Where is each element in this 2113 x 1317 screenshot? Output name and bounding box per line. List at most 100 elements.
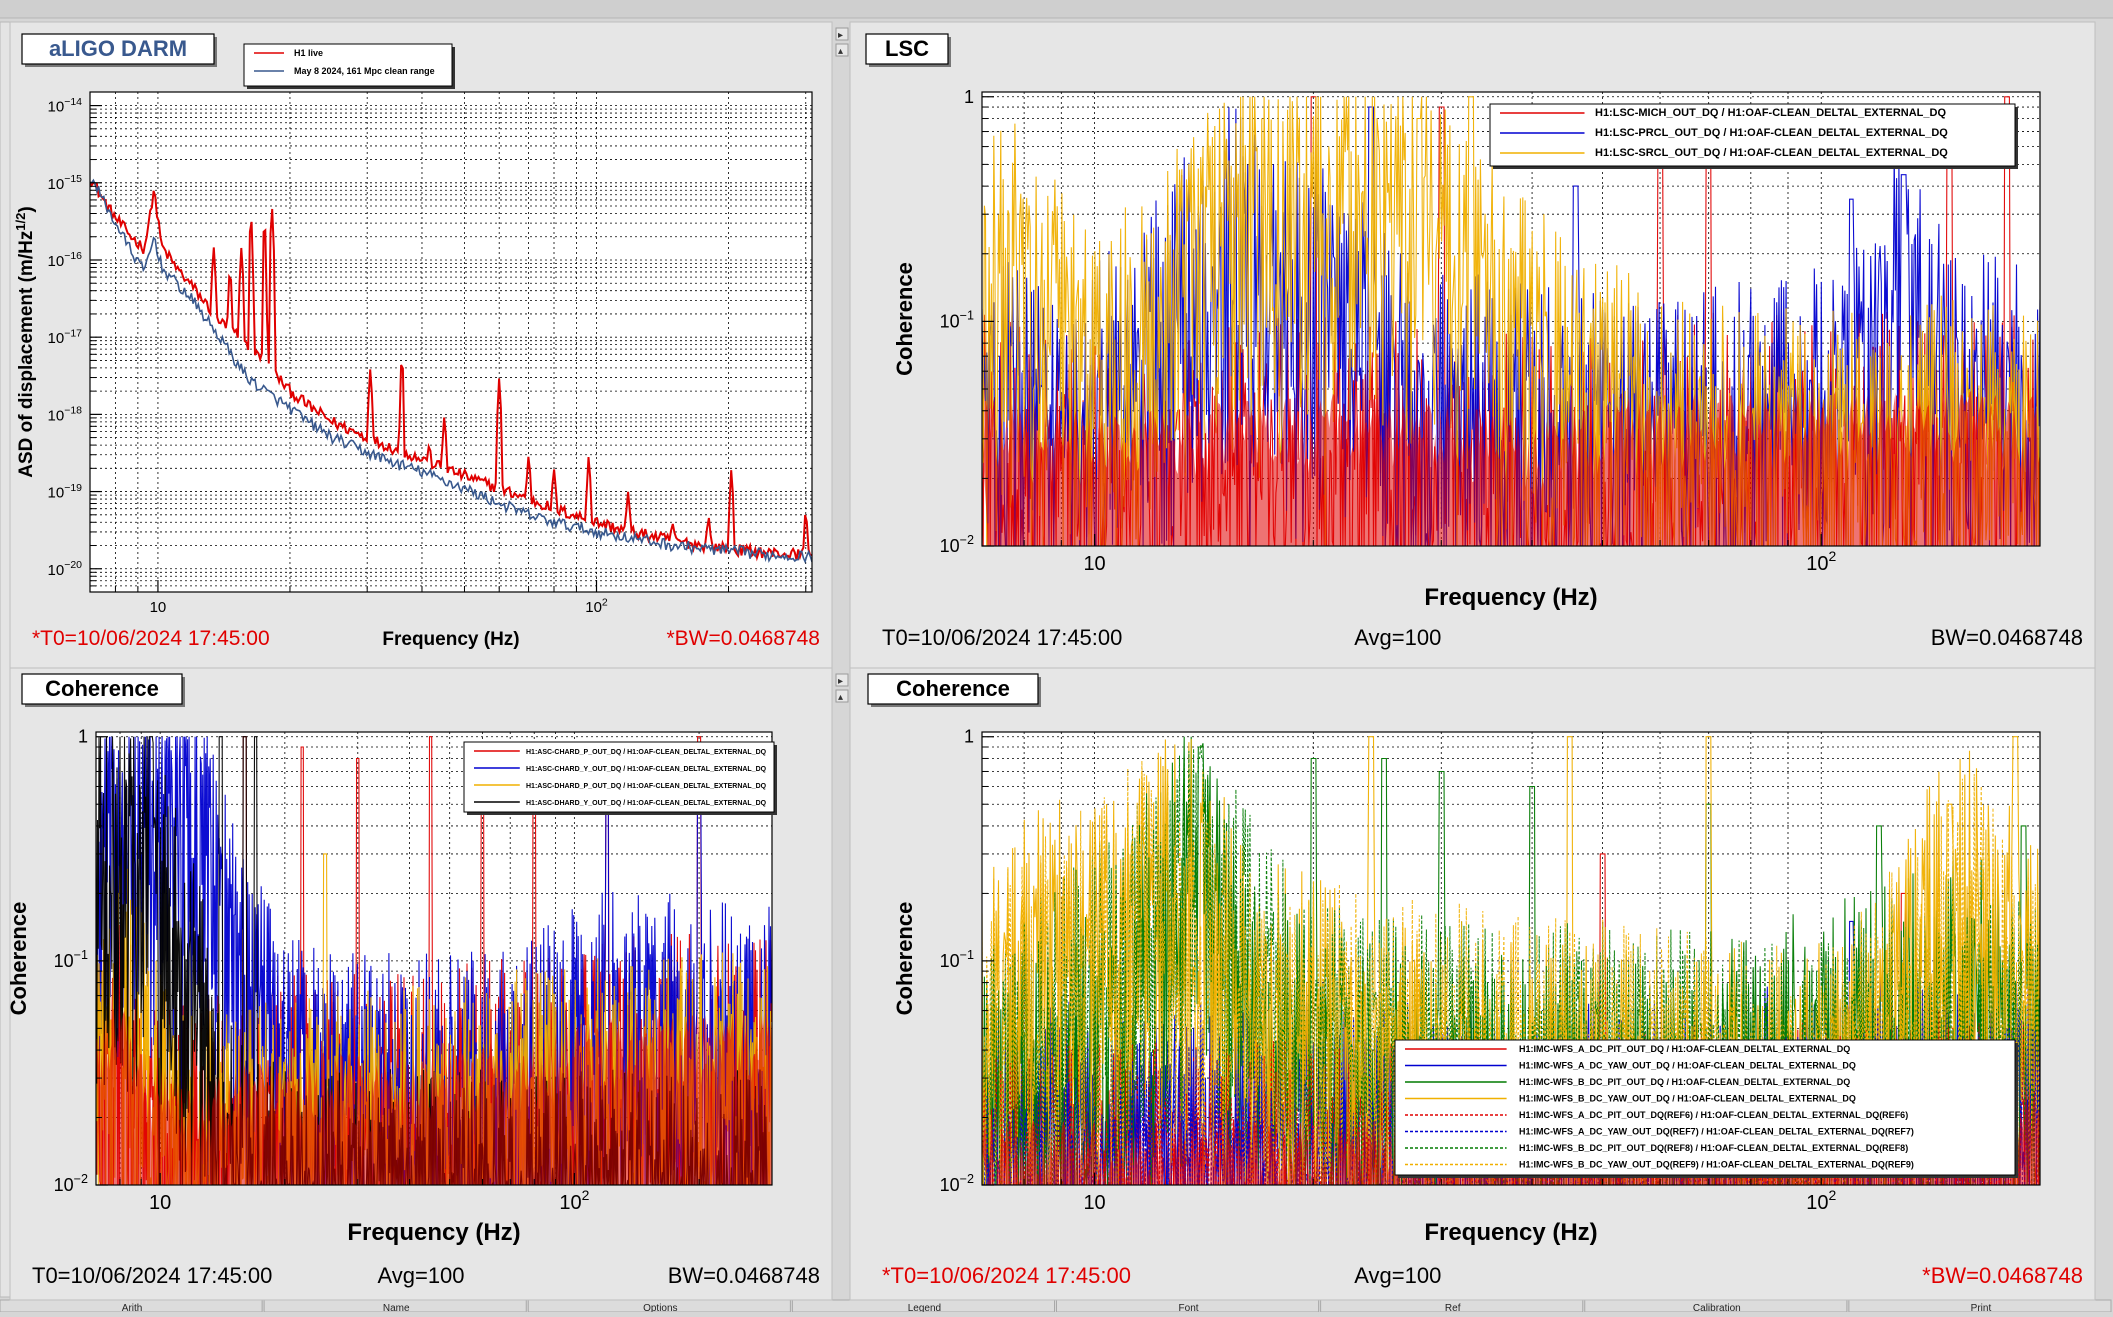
split-down-button-top[interactable] [835,43,849,57]
tab-label: Print [1971,1303,1992,1312]
legend-entry[interactable]: H1 live [254,48,323,58]
x-tick-exponent: 2 [1828,548,1836,564]
legend-label: H1:IMC-WFS_B_DC_PIT_OUT_DQ / H1:OAF-CLEA… [1519,1077,1850,1087]
traces [96,736,772,1185]
legend-entry[interactable]: H1:IMC-WFS_A_DC_PIT_OUT_DQ(REF6) / H1:OA… [1405,1110,1908,1120]
y-tick-base: 10 [48,253,65,270]
series-fill-dense [982,391,2040,546]
y-tick-label: 10−19 [48,482,83,502]
y-tick-exponent: −18 [64,405,82,417]
footer-avg: Avg=100 [377,1263,464,1288]
y-tick-base: 10 [54,1175,74,1195]
x-tick-exponent: 2 [582,1187,590,1203]
tab-options[interactable]: Options [527,1299,791,1314]
legend-entry[interactable]: H1:IMC-WFS_B_DC_PIT_OUT_DQ(REF8) / H1:OA… [1405,1143,1908,1153]
y-tick-base: 10 [48,407,65,424]
tab-font[interactable]: Font [1056,1299,1320,1314]
panel-title-box[interactable]: Coherence [21,673,185,707]
legend[interactable]: H1:IMC-WFS_A_DC_PIT_OUT_DQ / H1:OAF-CLEA… [1394,1039,2018,1178]
tab-arith[interactable]: Arith [0,1299,263,1314]
plot-area[interactable] [90,92,812,592]
legend-label: H1:IMC-WFS_A_DC_PIT_OUT_DQ / H1:OAF-CLEA… [1519,1044,1850,1054]
legend-entry[interactable]: H1:LSC-MICH_OUT_DQ / H1:OAF-CLEAN_DELTAL… [1500,107,1946,119]
plot-frame [95,731,773,1186]
panel-title: Coherence [896,676,1010,701]
tab-name[interactable]: Name [263,1299,527,1314]
plot-frame [981,91,2041,547]
y-axis-label: ASD of displacement (m/Hz1/2) [13,206,37,477]
x-tick-label: 102 [585,596,608,616]
left-scroll-strip[interactable] [0,21,11,1298]
legend-entry[interactable]: H1:IMC-WFS_B_DC_YAW_OUT_DQ(REF9) / H1:OA… [1405,1160,1914,1170]
legend-entry[interactable]: H1:IMC-WFS_A_DC_YAW_OUT_DQ(REF7) / H1:OA… [1405,1127,1914,1137]
y-tick-base: 1 [964,87,974,107]
split-down-icon: ▴ [838,692,843,703]
x-tick-base: 10 [150,599,167,616]
tab-label: Calibration [1693,1303,1741,1312]
tab-label: Name [383,1303,410,1312]
legend-entry[interactable]: May 8 2024, 161 Mpc clean range [254,66,435,76]
series-line-0 [90,180,812,562]
panel-footer: T0=10/06/2024 17:45:00 Avg=100 BW=0.046874… [882,625,2083,650]
legend-label: May 8 2024, 161 Mpc clean range [294,66,435,76]
y-tick-base: 10 [48,99,65,116]
split-up-button-top[interactable] [835,27,849,41]
panel-title-box[interactable]: LSC [865,33,951,67]
y-tick-base: 10 [48,485,65,502]
legend[interactable]: H1 live May 8 2024, 161 Mpc clean range [243,43,455,89]
legend-entry[interactable]: H1:ASC-DHARD_Y_OUT_DQ / H1:OAF-CLEAN_DEL… [474,800,767,807]
y-tick-exponent: −20 [64,559,82,571]
panel-title-box[interactable]: Coherence [867,673,1041,707]
y-tick-label: 1 [964,727,974,747]
y-tick-label: 10−2 [940,1172,974,1195]
x-tick-label: 10 [149,1192,171,1214]
panel-footer: *T0=10/06/2024 17:45:00 *BW=0.0468748 [32,627,820,650]
tab-legend[interactable]: Legend [791,1299,1055,1314]
legend-entry[interactable]: H1:LSC-SRCL_OUT_DQ / H1:OAF-CLEAN_DELTAL… [1500,147,1948,159]
tab-ref[interactable]: Ref [1320,1299,1584,1314]
legend-entry[interactable]: H1:ASC-DHARD_P_OUT_DQ / H1:OAF-CLEAN_DEL… [474,783,767,790]
x-axis: 10 102 [114,580,807,616]
series-line-1 [90,178,812,564]
footer-bw: BW=0.0468748 [1931,625,2083,650]
panel-title-box[interactable]: aLIGO DARM [21,33,217,67]
y-tick-label: 10−16 [48,250,83,270]
window-top-strip [0,0,2113,18]
y-axis-label: Coherence [6,902,31,1016]
tab-label: Ref [1445,1303,1461,1312]
panel-footer: T0=10/06/2024 17:45:00 Avg=100 BW=0.046874… [32,1263,820,1288]
split-up-icon: ▸ [838,676,843,687]
y-tick-label: 10−20 [48,559,83,579]
legend-label: H1:LSC-SRCL_OUT_DQ / H1:OAF-CLEAN_DELTAL… [1595,147,1948,159]
tab-print[interactable]: Print [1848,1299,2112,1314]
title-background [867,673,1039,705]
legend-entry[interactable]: H1:IMC-WFS_A_DC_PIT_OUT_DQ / H1:OAF-CLEA… [1405,1044,1850,1054]
y-tick-exponent: −15 [64,173,82,185]
split-up-button-bottom[interactable] [835,673,849,687]
plot-frame [89,91,813,593]
legend-entry[interactable]: H1:ASC-CHARD_Y_OUT_DQ / H1:OAF-CLEAN_DEL… [474,766,767,773]
y-tick-base: 10 [940,951,960,971]
legend-entry[interactable]: H1:LSC-PRCL_OUT_DQ / H1:OAF-CLEAN_DELTAL… [1500,127,1948,139]
legend-entry[interactable]: H1:ASC-CHARD_P_OUT_DQ / H1:OAF-CLEAN_DEL… [474,749,767,756]
legend-entry[interactable]: H1:IMC-WFS_A_DC_YAW_OUT_DQ / H1:OAF-CLEA… [1405,1061,1856,1071]
legend-entry[interactable]: H1:IMC-WFS_B_DC_YAW_OUT_DQ / H1:OAF-CLEA… [1405,1094,1856,1104]
tab-label: Arith [122,1303,143,1312]
bottom-tab-bar: Arith Name Options Legend Font Ref Calibration… [0,1299,2112,1314]
footer-t0: *T0=10/06/2024 17:45:00 [32,627,270,650]
title-background [21,673,183,705]
split-down-button-bottom[interactable] [835,689,849,703]
legend[interactable]: H1:LSC-MICH_OUT_DQ / H1:OAF-CLEAN_DELTAL… [1489,103,2018,169]
legend-label: H1:ASC-CHARD_Y_OUT_DQ / H1:OAF-CLEAN_DEL… [526,766,767,773]
tab-calibration[interactable]: Calibration [1584,1299,1848,1314]
y-tick-base: 10 [940,536,960,556]
x-tick-base: 10 [149,1192,171,1214]
legend-entry[interactable]: H1:IMC-WFS_B_DC_PIT_OUT_DQ / H1:OAF-CLEA… [1405,1077,1850,1087]
x-axis-label: Frequency (Hz) [382,629,519,650]
x-axis: 10 102 [1023,534,1836,575]
y-tick-base: 10 [940,311,960,331]
y-axis-label: Coherence [892,902,917,1016]
legend[interactable]: H1:ASC-CHARD_P_OUT_DQ / H1:OAF-CLEAN_DEL… [463,741,777,815]
